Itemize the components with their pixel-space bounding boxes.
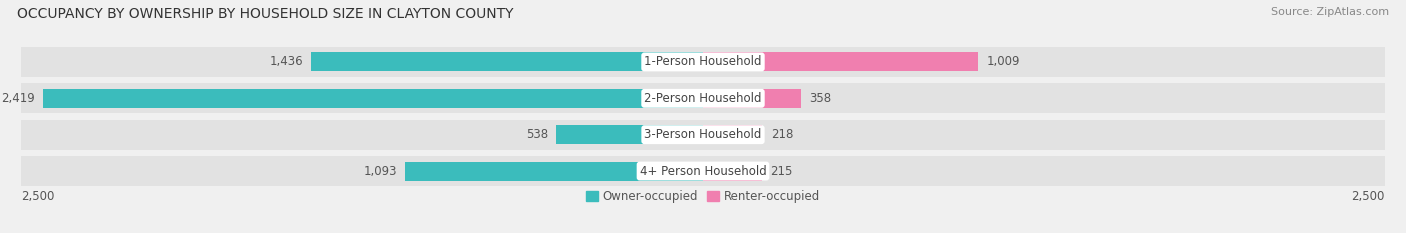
Bar xyxy=(405,162,703,181)
Text: 2-Person Household: 2-Person Household xyxy=(644,92,762,105)
Bar xyxy=(21,120,1385,150)
Bar xyxy=(703,89,800,108)
Text: 2,500: 2,500 xyxy=(1351,190,1385,203)
Text: 3-Person Household: 3-Person Household xyxy=(644,128,762,141)
Bar xyxy=(703,52,979,71)
Bar xyxy=(311,52,703,71)
Text: Source: ZipAtlas.com: Source: ZipAtlas.com xyxy=(1271,7,1389,17)
Text: 1,436: 1,436 xyxy=(270,55,304,69)
Text: 1,093: 1,093 xyxy=(363,164,396,178)
Bar xyxy=(557,125,703,144)
Text: 4+ Person Household: 4+ Person Household xyxy=(640,164,766,178)
Text: 538: 538 xyxy=(526,128,548,141)
Text: 2,419: 2,419 xyxy=(1,92,35,105)
Text: 1,009: 1,009 xyxy=(987,55,1019,69)
Bar xyxy=(21,47,1385,77)
Bar xyxy=(703,125,762,144)
Bar xyxy=(44,89,703,108)
Text: 2,500: 2,500 xyxy=(21,190,55,203)
Bar xyxy=(21,156,1385,186)
Bar xyxy=(21,83,1385,113)
Text: 358: 358 xyxy=(808,92,831,105)
Text: OCCUPANCY BY OWNERSHIP BY HOUSEHOLD SIZE IN CLAYTON COUNTY: OCCUPANCY BY OWNERSHIP BY HOUSEHOLD SIZE… xyxy=(17,7,513,21)
Legend: Owner-occupied, Renter-occupied: Owner-occupied, Renter-occupied xyxy=(586,190,820,203)
Bar xyxy=(703,162,762,181)
Text: 1-Person Household: 1-Person Household xyxy=(644,55,762,69)
Text: 218: 218 xyxy=(770,128,793,141)
Text: 215: 215 xyxy=(770,164,792,178)
